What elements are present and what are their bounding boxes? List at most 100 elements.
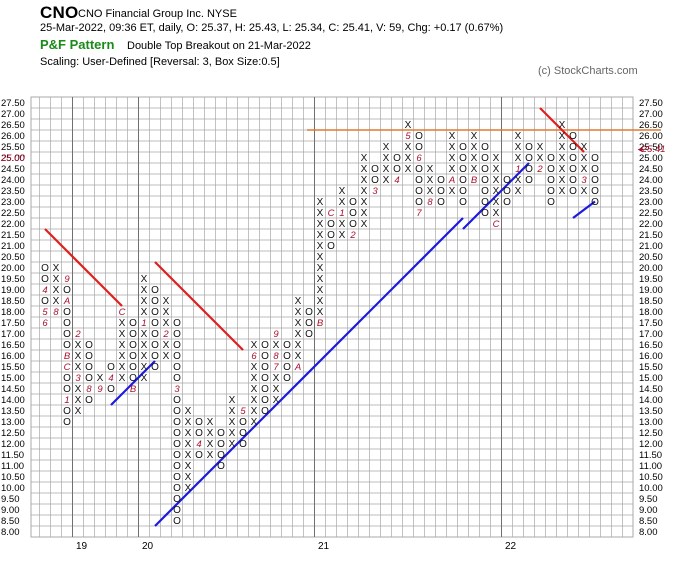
o-box: O xyxy=(459,197,467,208)
o-box: O xyxy=(129,340,137,351)
y-tick-label-left: 8.00 xyxy=(1,527,20,538)
y-tick-label-right: 18.50 xyxy=(639,296,663,307)
x-box: X xyxy=(361,153,368,164)
x-box: X xyxy=(251,384,258,395)
x-box: X xyxy=(141,296,148,307)
x-box: X xyxy=(405,142,412,153)
x-box: X xyxy=(185,439,192,450)
y-tick-label-right: 26.50 xyxy=(639,120,663,131)
o-box: O xyxy=(459,175,467,186)
o-box: O xyxy=(173,318,181,329)
o-box: O xyxy=(85,351,93,362)
x-box: X xyxy=(251,340,258,351)
o-box: O xyxy=(173,494,181,505)
o-box: O xyxy=(283,340,291,351)
x-box: X xyxy=(229,439,236,450)
x-box: X xyxy=(163,318,170,329)
y-tick-label-right: 18.00 xyxy=(639,307,663,318)
x-box: X xyxy=(559,120,566,131)
x-box: X xyxy=(449,164,456,175)
x-box: X xyxy=(317,307,324,318)
o-box: O xyxy=(503,186,511,197)
resistance-trendline xyxy=(44,228,123,307)
x-box: X xyxy=(383,164,390,175)
y-tick-label-right: 9.00 xyxy=(639,505,658,516)
y-tick-label-right: 11.50 xyxy=(639,450,662,461)
month-marker: B xyxy=(130,384,137,395)
o-box: O xyxy=(349,197,357,208)
x-box: X xyxy=(317,263,324,274)
x-box: X xyxy=(361,197,368,208)
support-trendline xyxy=(473,162,530,219)
y-tick-label-left: 17.00 xyxy=(1,329,25,340)
o-box: O xyxy=(107,384,115,395)
y-tick-label-left: 27.50 xyxy=(1,98,25,109)
support-trendline xyxy=(572,200,596,219)
month-marker: 1 xyxy=(64,395,69,406)
x-box: X xyxy=(163,296,170,307)
o-box: O xyxy=(85,362,93,373)
y-tick-label-left: 26.00 xyxy=(1,131,25,142)
x-box: X xyxy=(185,406,192,417)
y-tick-label-right: 12.00 xyxy=(639,439,663,450)
x-box: X xyxy=(493,153,500,164)
o-box: O xyxy=(239,417,247,428)
o-box: O xyxy=(547,153,555,164)
month-marker: B xyxy=(317,318,324,329)
o-box: O xyxy=(283,362,291,373)
o-box: O xyxy=(173,450,181,461)
o-box: O xyxy=(151,285,159,296)
x-box: X xyxy=(537,153,544,164)
y-tick-label-left: 22.50 xyxy=(1,208,25,219)
o-box: O xyxy=(151,318,159,329)
month-marker: 3 xyxy=(581,175,587,186)
x-box: X xyxy=(163,340,170,351)
x-month-label: 21 xyxy=(318,541,330,552)
x-box: X xyxy=(119,373,126,384)
month-marker: 2 xyxy=(74,329,81,340)
x-box: X xyxy=(339,219,346,230)
y-tick-label-left: 12.00 xyxy=(1,439,25,450)
x-box: X xyxy=(471,153,478,164)
o-box: O xyxy=(173,417,181,428)
x-box: X xyxy=(251,395,258,406)
x-box: X xyxy=(361,164,368,175)
x-box: X xyxy=(471,142,478,153)
y-tick-label-right: 22.50 xyxy=(639,208,663,219)
o-box: O xyxy=(591,186,599,197)
x-box: X xyxy=(251,406,258,417)
o-box: O xyxy=(41,296,49,307)
company-name: CNO Financial Group Inc. NYSE xyxy=(78,8,237,20)
o-box: O xyxy=(327,230,335,241)
o-box: O xyxy=(459,164,467,175)
month-marker: 4 xyxy=(394,175,399,186)
x-box: X xyxy=(53,274,60,285)
y-tick-label-left: 20.00 xyxy=(1,263,25,274)
x-box: X xyxy=(53,285,60,296)
y-tick-label-left: 19.50 xyxy=(1,274,25,285)
month-marker: 5 xyxy=(42,307,48,318)
o-box: O xyxy=(547,164,555,175)
o-box: O xyxy=(195,428,203,439)
month-marker: 1 xyxy=(515,164,520,175)
x-box: X xyxy=(317,252,324,263)
y-tick-label-right: 24.00 xyxy=(639,175,663,186)
y-tick-label-right: 23.50 xyxy=(639,186,663,197)
o-box: O xyxy=(63,307,71,318)
o-box: O xyxy=(151,307,159,318)
o-box: O xyxy=(85,395,93,406)
y-tick-label-left: 13.00 xyxy=(1,417,25,428)
o-box: O xyxy=(305,318,313,329)
x-box: X xyxy=(317,285,324,296)
o-box: O xyxy=(41,263,49,274)
quote-line: 25-Mar-2022, 09:36 ET, daily, O: 25.37, … xyxy=(40,22,504,34)
y-tick-label-left: 15.50 xyxy=(1,362,25,373)
x-box: X xyxy=(537,142,544,153)
o-box: O xyxy=(481,197,489,208)
x-box: X xyxy=(229,417,236,428)
y-tick-label-left: 23.00 xyxy=(1,197,25,208)
o-box: O xyxy=(217,439,225,450)
o-box: O xyxy=(151,351,159,362)
y-tick-label-right: 9.50 xyxy=(639,494,658,505)
